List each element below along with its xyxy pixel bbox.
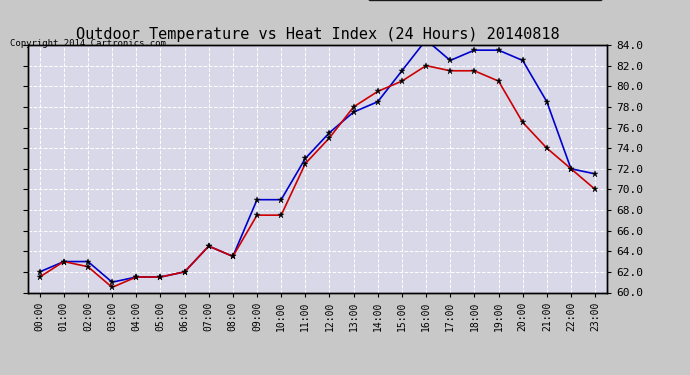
- Title: Outdoor Temperature vs Heat Index (24 Hours) 20140818: Outdoor Temperature vs Heat Index (24 Ho…: [76, 27, 559, 42]
- Text: Copyright 2014 Cartronics.com: Copyright 2014 Cartronics.com: [10, 39, 166, 48]
